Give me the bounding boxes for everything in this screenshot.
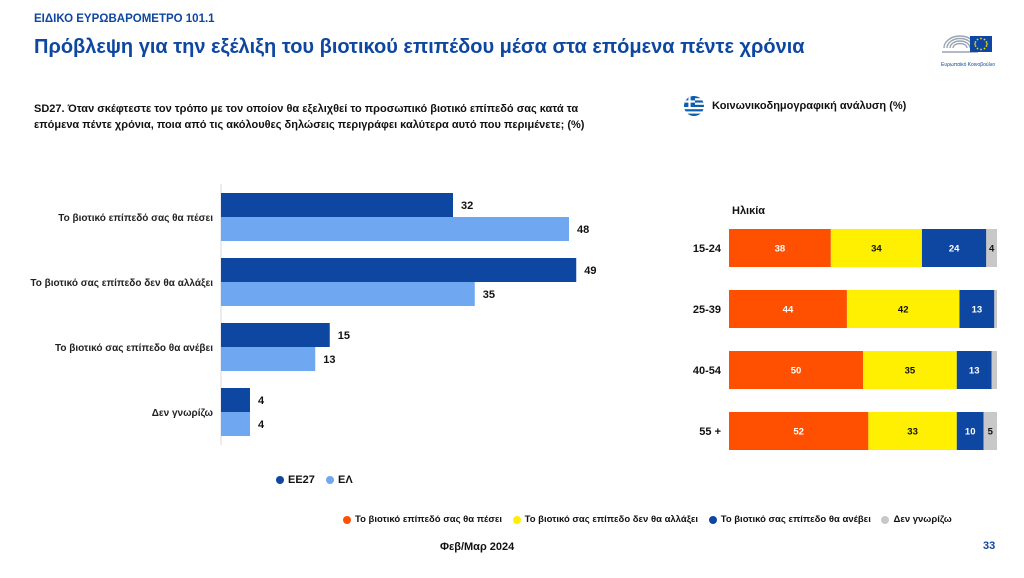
bar-eu27 <box>221 258 577 282</box>
segment-fall <box>729 412 869 450</box>
bar-eu27 <box>221 193 453 217</box>
age-category-label: 40-54 <box>693 365 722 377</box>
segment-rise <box>959 290 995 328</box>
bar-value-label: 15 <box>338 330 350 342</box>
bar-value-label: 4 <box>258 395 265 407</box>
report-supertitle: ΕΙΔΙΚΟ ΕΥΡΩΒΑΡΟΜΕΤΡΟ 101.1 <box>34 13 215 25</box>
segment-value-label: 5 <box>988 427 994 438</box>
segment-dk <box>991 351 997 389</box>
segment-value-label: 24 <box>949 244 960 255</box>
segment-value-label: 34 <box>871 244 882 255</box>
legend-label-fall: Το βιοτικό επίπεδό σας θα πέσει <box>355 514 502 525</box>
category-label: Δεν γνωρίζω <box>152 408 214 419</box>
age-category-label: 55 + <box>699 426 721 438</box>
bar-value-label: 13 <box>323 354 335 366</box>
survey-question: SD27. Όταν σκέφτεστε τον τρόπο με τον οπ… <box>34 103 585 131</box>
page-title: Πρόβλεψη για την εξέλιξη του βιοτικού επ… <box>34 36 805 58</box>
bar-el <box>221 217 569 241</box>
category-label: Το βιοτικό επίπεδό σας θα πέσει <box>58 213 213 224</box>
legend-item-el: ΕΛ <box>325 474 353 486</box>
category-label: Το βιοτικό σας επίπεδο θα ανέβει <box>55 343 213 354</box>
bar-value-label: 49 <box>584 265 596 277</box>
bar-el <box>221 282 475 306</box>
left-chart-legend: ΕΕ27 ΕΛ <box>276 474 361 487</box>
page-number: 33 <box>983 540 996 552</box>
segment-dk <box>986 229 997 267</box>
bar-value-label: 35 <box>483 289 495 301</box>
bar-value-label: 48 <box>577 224 589 236</box>
segment-value-label: 13 <box>969 366 980 377</box>
legend-swatch-same <box>512 515 521 524</box>
segment-fall <box>729 290 847 328</box>
segment-dk <box>983 412 997 450</box>
legend-swatch-dk <box>881 515 890 524</box>
segment-value-label: 42 <box>898 305 909 316</box>
age-chart-title: Ηλικία <box>732 205 765 217</box>
segment-dk <box>994 290 997 328</box>
svg-text:Ευρωπαϊκό Κοινοβούλιο: Ευρωπαϊκό Κοινοβούλιο <box>941 61 995 68</box>
right-chart-legend: Το βιοτικό επίπεδό σας θα πέσει Το βιοτι… <box>343 514 960 527</box>
segment-same <box>846 290 960 328</box>
footer-date: Φεβ/Μαρ 2024 <box>440 541 515 553</box>
segment-value-label: 10 <box>965 427 976 438</box>
segment-value-label: 35 <box>905 366 916 377</box>
bar-value-label: 32 <box>461 200 473 212</box>
segment-same <box>863 351 957 389</box>
legend-item-rise: Το βιοτικό σας επίπεδο θα ανέβει <box>708 514 871 525</box>
bar-eu27 <box>221 323 330 347</box>
eu27-el-bar-chart: Το βιοτικό επίπεδό σας θα πέσει 32 48 Το βι… <box>30 184 597 445</box>
greece-flag-icon <box>684 96 704 116</box>
age-category-label: 25-39 <box>693 304 721 316</box>
segment-fall <box>729 351 863 389</box>
segment-value-label: 4 <box>989 244 995 255</box>
segment-fall <box>729 229 831 267</box>
legend-item-same: Το βιοτικό σας επίπεδο δεν θα αλλάξει <box>512 514 699 525</box>
european-parliament-logo: Ευρωπαϊκό Κοινοβούλιο <box>941 35 995 68</box>
legend-label-same: Το βιοτικό σας επίπεδο δεν θα αλλάξει <box>524 514 699 525</box>
legend-label-rise: Το βιοτικό σας επίπεδο θα ανέβει <box>720 514 871 525</box>
age-stacked-bar-chart: Ηλικία 15-24 38 34 24 4 25-39 44 42 13 40-54 50 35 13… <box>693 205 997 450</box>
sociodemographic-label: Κοινωνικοδημογραφική ανάλυση (%) <box>712 100 907 112</box>
legend-item-fall: Το βιοτικό επίπεδό σας θα πέσει <box>343 514 502 525</box>
segment-value-label: 13 <box>972 305 983 316</box>
segment-value-label: 50 <box>791 366 802 377</box>
segment-value-label: 44 <box>783 305 794 316</box>
legend-item-eu27: ΕΕ27 <box>276 474 315 486</box>
legend-item-dk: Δεν γνωρίζω <box>881 514 952 525</box>
segment-rise <box>956 412 984 450</box>
segment-value-label: 33 <box>907 427 918 438</box>
bar-value-label: 4 <box>258 419 265 431</box>
segment-same <box>830 229 922 267</box>
legend-swatch-rise <box>708 515 717 524</box>
legend-label-dk: Δεν γνωρίζω <box>893 514 952 525</box>
legend-swatch-fall <box>343 515 351 524</box>
segment-value-label: 52 <box>793 427 804 438</box>
segment-value-label: 38 <box>775 244 786 255</box>
category-label: Το βιοτικό σας επίπεδο δεν θα αλλάξει <box>30 278 213 289</box>
legend-swatch-el <box>325 476 334 484</box>
age-category-label: 15-24 <box>693 243 722 255</box>
segment-rise <box>921 229 987 267</box>
bar-eu27 <box>221 388 250 412</box>
legend-label-eu27: ΕΕ27 <box>288 474 315 486</box>
bar-el <box>221 347 316 371</box>
legend-label-el: ΕΛ <box>337 474 353 486</box>
legend-swatch-eu27 <box>276 476 284 484</box>
segment-same <box>868 412 957 450</box>
segment-rise <box>956 351 992 389</box>
bar-el <box>221 412 250 436</box>
